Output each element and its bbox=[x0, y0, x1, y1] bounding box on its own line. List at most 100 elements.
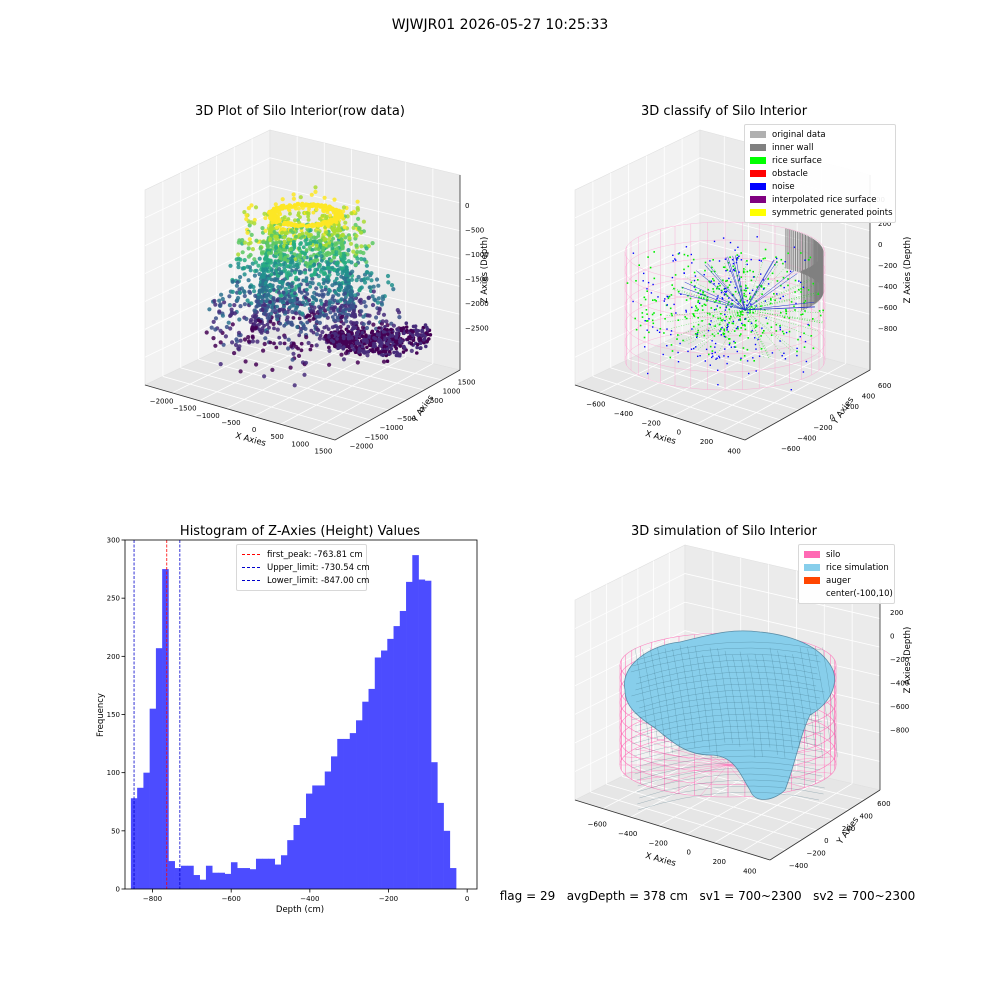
noise-point bbox=[716, 305, 718, 307]
raw-data-point bbox=[374, 326, 379, 331]
raw-data-point bbox=[252, 315, 257, 319]
rice-surface-point bbox=[722, 332, 725, 334]
rice-surface-point bbox=[756, 286, 759, 288]
rice-surface-point bbox=[720, 328, 722, 330]
noise-point bbox=[675, 312, 677, 314]
raw-data-point bbox=[327, 362, 332, 367]
rice-mesh-line bbox=[649, 647, 666, 744]
raw-data-point bbox=[313, 247, 318, 251]
noise-point bbox=[711, 356, 713, 359]
raw-data-point bbox=[362, 299, 367, 305]
histogram-bar bbox=[243, 868, 251, 889]
rice-surface-point bbox=[743, 268, 745, 270]
histogram-bar bbox=[224, 873, 232, 889]
rice-mesh-line bbox=[754, 654, 771, 748]
rice-surface-point bbox=[766, 322, 769, 325]
rice-surface-ray bbox=[710, 264, 746, 311]
raw-data-point bbox=[365, 313, 370, 318]
raw-data-point bbox=[299, 241, 303, 245]
raw-data-point bbox=[236, 346, 241, 351]
panel2-y-tick-label: 200 bbox=[846, 403, 859, 411]
legend-swatch bbox=[750, 157, 766, 164]
figure-title: WJWJR01 2026-05-27 10:25:33 bbox=[391, 17, 609, 33]
raw-data-point bbox=[250, 339, 255, 344]
raw-data-point bbox=[244, 316, 249, 322]
rice-surface-point bbox=[812, 282, 814, 285]
footer-avg-depth: avgDepth = 378 cm bbox=[566, 889, 688, 903]
raw-data-point bbox=[348, 241, 354, 246]
histogram-bar bbox=[449, 868, 457, 889]
raw-data-point bbox=[261, 278, 265, 283]
raw-data-point bbox=[282, 304, 286, 309]
noise-ray bbox=[744, 273, 798, 311]
raw-data-point bbox=[355, 256, 360, 261]
raw-data-point bbox=[233, 342, 239, 348]
noise-point bbox=[764, 300, 766, 302]
raw-data-point bbox=[278, 253, 283, 258]
rice-mesh-line bbox=[632, 647, 819, 667]
panel4-gridline bbox=[622, 776, 818, 831]
rice-surface-point bbox=[745, 284, 747, 287]
raw-data-point bbox=[222, 300, 227, 305]
rice-mesh-line bbox=[636, 641, 822, 661]
rice-surface-point bbox=[734, 290, 737, 293]
histogram-bar bbox=[237, 868, 244, 889]
rice-surface-point bbox=[731, 303, 733, 305]
raw-data-point bbox=[314, 332, 319, 337]
raw-data-point bbox=[242, 293, 247, 299]
raw-data-point bbox=[297, 316, 302, 321]
rice-surface-point bbox=[744, 325, 746, 327]
noise-point bbox=[690, 253, 692, 256]
histogram-bar bbox=[343, 738, 351, 889]
raw-data-point bbox=[377, 307, 382, 312]
raw-data-point bbox=[331, 236, 335, 241]
rice-surface-point bbox=[775, 256, 777, 258]
noise-point bbox=[733, 269, 735, 272]
panel2-legend-entry: rice surface bbox=[750, 154, 890, 167]
raw-data-point bbox=[218, 328, 223, 333]
rice-surface-point bbox=[739, 299, 742, 301]
raw-data-point bbox=[340, 271, 345, 276]
rice-mesh-line bbox=[636, 665, 818, 685]
raw-data-point bbox=[322, 238, 327, 242]
raw-data-point bbox=[326, 222, 331, 226]
noise-point bbox=[674, 258, 676, 260]
raw-data-point bbox=[324, 230, 328, 235]
raw-data-point bbox=[295, 324, 300, 330]
rice-surface-point bbox=[697, 308, 699, 311]
raw-data-point bbox=[238, 275, 243, 280]
rice-surface-point bbox=[739, 334, 741, 337]
rice-surface-point bbox=[728, 338, 730, 340]
raw-data-point bbox=[232, 303, 237, 308]
raw-data-point bbox=[362, 277, 367, 282]
histogram-bar bbox=[205, 865, 213, 889]
raw-data-point bbox=[265, 330, 270, 335]
rice-surface-point bbox=[697, 299, 700, 302]
histogram-bar bbox=[424, 580, 432, 889]
raw-data-point bbox=[311, 239, 316, 244]
rice-mesh-line bbox=[822, 647, 838, 758]
raw-data-point bbox=[341, 254, 346, 259]
rice-surface-point bbox=[739, 300, 742, 303]
raw-data-point bbox=[305, 287, 309, 292]
raw-data-point bbox=[318, 217, 322, 221]
rice-surface-point bbox=[747, 320, 750, 322]
footer-sv2: sv2 = 700~2300 bbox=[813, 889, 916, 903]
raw-data-point bbox=[360, 331, 365, 335]
raw-data-point bbox=[254, 325, 258, 330]
noise-point bbox=[723, 355, 725, 357]
noise-point bbox=[732, 320, 735, 323]
rice-surface-point bbox=[740, 327, 742, 329]
rice-surface-point bbox=[752, 312, 754, 314]
panel2-gridline bbox=[599, 331, 725, 394]
raw-data-point bbox=[234, 257, 239, 262]
raw-data-point bbox=[262, 211, 267, 216]
raw-data-point bbox=[266, 251, 271, 255]
panel4-y-axis-line bbox=[769, 789, 881, 861]
raw-data-point bbox=[304, 224, 309, 229]
raw-data-3d-scatter: −2000−1500−1000−500050010001500150010005… bbox=[144, 129, 490, 455]
rice-surface-point bbox=[724, 266, 726, 269]
rice-surface-ray bbox=[667, 309, 746, 323]
rice-surface-point bbox=[740, 276, 743, 278]
rice-surface-point bbox=[800, 287, 802, 290]
